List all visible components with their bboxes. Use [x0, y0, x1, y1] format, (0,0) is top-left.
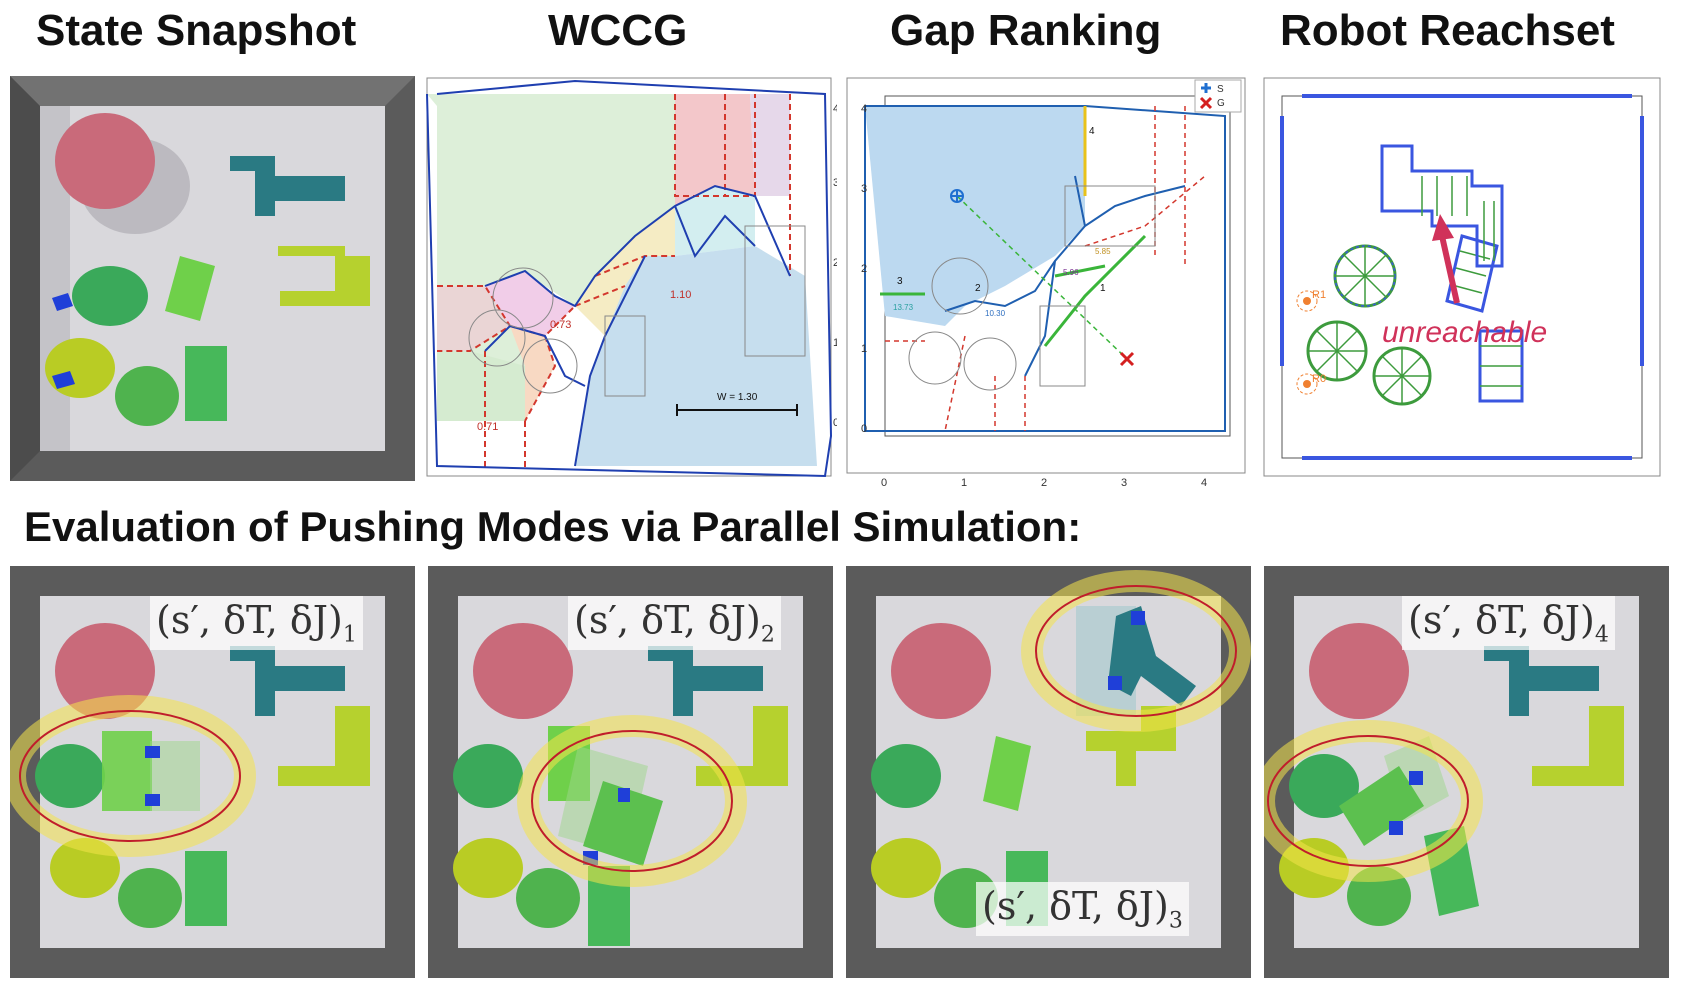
y-tick: 3: [861, 183, 867, 195]
start-marker: [950, 189, 964, 203]
wccg-panel: 0.73 1.10 0.71 W = 1.30 4 3 2 1 0: [426, 77, 837, 478]
x-tick: 1: [961, 477, 967, 489]
green-block: [165, 256, 215, 321]
y-tick: 0: [861, 423, 867, 435]
lime-cylinder: [45, 338, 115, 398]
cost-label: 10.30: [985, 309, 1006, 318]
highlight-ring: [1035, 585, 1237, 717]
cost-label: 5.85: [1095, 247, 1111, 256]
header-wccg: WCCG: [548, 6, 688, 55]
tuple-index: 4: [1594, 622, 1609, 648]
gap-label: 1: [1100, 283, 1106, 294]
robot-label: R1: [1312, 289, 1326, 301]
mode-1-panel: [10, 566, 415, 978]
state-snapshot-panel: [10, 76, 415, 481]
x-tick: 2: [1041, 477, 1047, 489]
mode-1-tuple: (s′, δT, δJ)1: [150, 596, 363, 650]
pink-cylinder: [55, 113, 155, 209]
mode-2-tuple: (s′, δT, δJ)2: [568, 596, 781, 650]
highlight-ring: [531, 730, 733, 872]
robot-r1: R1: [1296, 289, 1326, 312]
legend-item: S: [1217, 84, 1224, 95]
edge-label: 0.73: [550, 319, 571, 331]
y-tick: 4: [833, 103, 837, 115]
green-cylinder: [72, 266, 148, 326]
cost-label: 5.96: [1063, 268, 1079, 277]
y-tick: 2: [833, 257, 837, 269]
y-tick: 3: [833, 177, 837, 189]
highlight-ring: [1267, 735, 1469, 867]
tuple-index: 1: [342, 622, 357, 648]
scale-label: W = 1.30: [717, 392, 758, 403]
mode-4-tuple: (s′, δT, δJ)4: [1402, 596, 1615, 650]
header-robot-reachset: Robot Reachset: [1280, 6, 1615, 55]
highlight-ring: [19, 710, 241, 842]
mode-3-tuple: (s′, δT, δJ)3: [976, 882, 1189, 936]
edge-label: 0.71: [477, 421, 498, 433]
gap-label: 3: [897, 276, 903, 287]
tuple-index: 2: [760, 622, 775, 648]
robot-reachset-panel: R1 R0 unreachable: [1263, 77, 1661, 477]
y-tick: 1: [833, 337, 837, 349]
robot-r0: R0: [1296, 373, 1326, 395]
gap-ranking-panel: S G 4 3 2 1 13.73 10.30 5.96 5.85 4 3 2 …: [846, 77, 1246, 489]
tuple-text: (s′, δT, δJ): [574, 598, 761, 642]
x-tick: 0: [881, 477, 887, 489]
teal-t-block: [230, 156, 345, 216]
reachset-cylinder: [1333, 244, 1397, 308]
x-tick: 3: [1121, 477, 1127, 489]
header-gap-ranking: Gap Ranking: [890, 6, 1162, 55]
legend: S G: [1194, 79, 1242, 113]
y-tick: 1: [861, 343, 867, 355]
unreachable-annotation: unreachable: [1382, 316, 1547, 349]
gap-label: 2: [975, 283, 981, 294]
header-state-snapshot: State Snapshot: [36, 6, 357, 55]
tuple-text: (s′, δT, δJ): [1408, 598, 1595, 642]
y-tick: 2: [861, 263, 867, 275]
cost-label: 13.73: [893, 303, 914, 312]
tuple-text: (s′, δT, δJ): [156, 598, 343, 642]
y-tick: 4: [861, 103, 867, 115]
tuple-index: 3: [1168, 908, 1183, 934]
edge-label: 1.10: [670, 289, 691, 301]
y-tick: 0: [833, 417, 837, 429]
blue-marker: [52, 371, 75, 389]
section-title: Evaluation of Pushing Modes via Parallel…: [24, 503, 1082, 550]
robot-label: R0: [1312, 373, 1326, 385]
legend-item: G: [1217, 98, 1225, 109]
x-tick: 4: [1201, 477, 1207, 489]
unreachable-arrow: [1432, 214, 1460, 304]
reachset-t-block: [1380, 144, 1504, 268]
tuple-text: (s′, δT, δJ): [982, 884, 1169, 928]
gap-label: 4: [1089, 126, 1095, 137]
goal-marker: [1119, 351, 1135, 367]
